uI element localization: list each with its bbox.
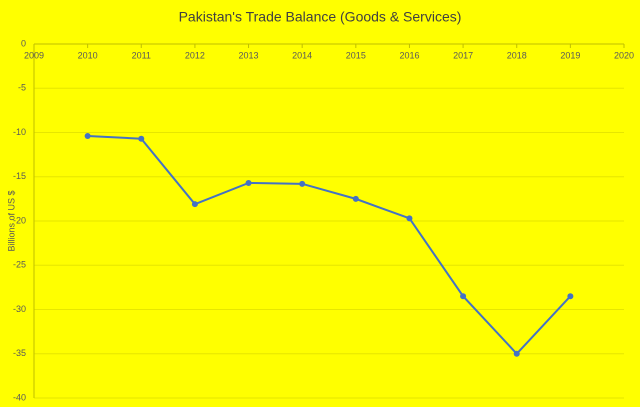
- y-tick-label: -10: [13, 127, 26, 137]
- x-tick-label: 2011: [132, 50, 151, 60]
- data-point: [406, 215, 413, 222]
- y-tick-label: 0: [21, 38, 26, 48]
- y-tick-label: -40: [13, 392, 26, 402]
- y-tick-label: -15: [13, 171, 26, 181]
- x-tick-label: 2017: [453, 50, 473, 60]
- x-tick-label: 2014: [292, 50, 312, 60]
- data-point: [567, 293, 574, 300]
- data-point: [460, 293, 467, 300]
- data-point: [84, 133, 91, 140]
- y-tick-label: -30: [13, 304, 26, 314]
- data-point: [245, 179, 252, 186]
- y-tick-label: -25: [13, 260, 26, 270]
- x-tick-label: 2012: [185, 50, 205, 60]
- x-tick-label: 2009: [24, 50, 44, 60]
- x-tick-label: 2010: [78, 50, 98, 60]
- x-tick-label: 2020: [614, 50, 634, 60]
- data-line: [87, 135, 572, 356]
- y-tick-label: -35: [13, 348, 26, 358]
- data-point: [138, 135, 145, 142]
- x-tick-label: 2013: [239, 50, 259, 60]
- data-point: [352, 195, 359, 202]
- chart-title: Pakistan's Trade Balance (Goods & Servic…: [179, 9, 462, 25]
- data-point: [299, 180, 306, 187]
- data-point: [513, 350, 520, 357]
- x-tick-label: 2018: [507, 50, 527, 60]
- x-tick-label: 2019: [560, 50, 580, 60]
- x-tick-label: 2016: [399, 50, 419, 60]
- x-tick-label: 2015: [346, 50, 366, 60]
- data-point: [191, 201, 198, 208]
- y-tick-label: -20: [13, 215, 26, 225]
- y-axis-label: Billions of US $: [6, 190, 16, 251]
- y-tick-label: -5: [18, 83, 26, 93]
